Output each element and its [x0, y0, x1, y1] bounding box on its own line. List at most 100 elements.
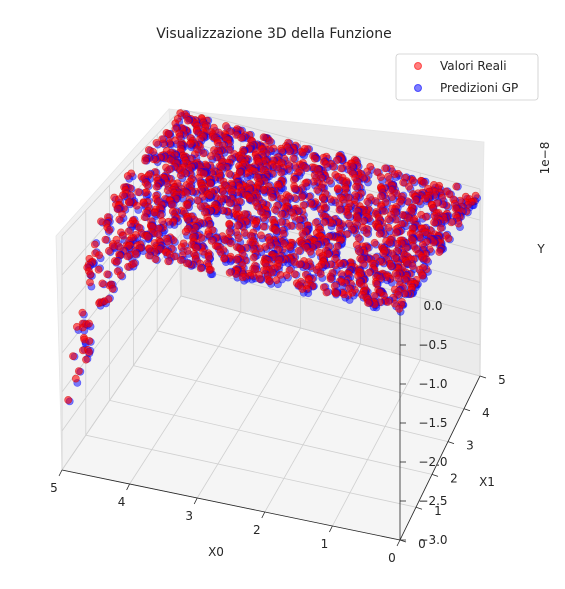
z-tick-label: 0.0: [423, 299, 442, 313]
z-tick-label: −0.5: [418, 338, 447, 352]
point-valori-reali: [168, 200, 177, 209]
point-valori-reali: [196, 264, 205, 273]
x-tick-mark: [58, 469, 63, 477]
point-valori-reali: [238, 273, 247, 282]
point-valori-reali: [145, 251, 153, 260]
point-valori-reali: [95, 251, 104, 260]
point-valori-reali: [332, 289, 340, 298]
point-valori-reali: [306, 247, 315, 256]
point-valori-reali: [276, 270, 285, 279]
legend-marker-gp: [414, 84, 422, 92]
point-valori-reali: [370, 238, 379, 247]
point-valori-reali: [354, 234, 363, 242]
point-valori-reali: [259, 133, 268, 142]
point-valori-reali: [131, 250, 140, 258]
point-valori-reali: [119, 231, 127, 240]
point-valori-reali: [225, 220, 234, 229]
point-valori-reali: [116, 271, 125, 280]
point-valori-reali: [206, 152, 215, 161]
point-valori-reali: [125, 198, 134, 207]
x-tick-label: 5: [50, 481, 58, 495]
grid-line-x: [196, 327, 301, 499]
point-valori-reali: [82, 355, 90, 364]
point-valori-reali: [64, 396, 73, 404]
y-axis-line: [399, 375, 481, 541]
point-valori-reali: [114, 242, 123, 251]
point-valori-reali: [310, 171, 319, 180]
point-valori-reali: [261, 259, 270, 268]
point-valori-reali: [272, 163, 281, 172]
point-valori-reali: [176, 256, 185, 265]
z-tick-label: −1.5: [418, 416, 447, 430]
point-valori-reali: [123, 172, 132, 180]
point-valori-reali: [152, 138, 161, 147]
point-valori-reali: [104, 295, 113, 304]
point-valori-reali: [141, 156, 150, 165]
point-valori-reali: [108, 284, 117, 293]
x-tick-mark: [329, 525, 333, 533]
point-valori-reali: [290, 270, 299, 278]
point-valori-reali: [316, 205, 325, 214]
y-tick-mark: [463, 408, 471, 412]
x-axis-label: X0: [208, 545, 224, 559]
point-valori-reali: [78, 308, 87, 317]
point-valori-reali: [298, 285, 307, 293]
point-valori-reali: [376, 173, 385, 181]
point-valori-reali: [298, 229, 307, 238]
grid-line-z-back: [180, 108, 481, 190]
point-valori-reali: [394, 274, 403, 283]
point-valori-reali: [405, 182, 413, 191]
grid-line-x: [264, 343, 361, 513]
x-axis-line: [61, 469, 401, 541]
point-valori-reali: [115, 215, 124, 224]
point-valori-reali: [326, 274, 335, 283]
point-valori-reali: [295, 260, 304, 269]
y-tick-label: 2: [450, 471, 458, 485]
point-valori-reali: [385, 238, 394, 247]
point-valori-reali: [196, 202, 205, 211]
x-tick-mark: [126, 483, 130, 491]
grid-line-x: [332, 359, 421, 527]
point-valori-reali: [134, 188, 143, 196]
z-offset-label: 1e−8: [538, 142, 552, 175]
point-valori-reali: [444, 234, 453, 243]
point-valori-reali: [399, 178, 408, 187]
point-valori-reali: [295, 222, 304, 231]
grid-line-y: [133, 365, 449, 442]
grid-line-z-left: [61, 295, 182, 471]
point-valori-reali: [170, 252, 179, 261]
point-valori-reali: [313, 186, 322, 194]
point-valori-reali: [183, 201, 192, 210]
legend-box: [395, 53, 539, 101]
point-valori-reali: [225, 169, 234, 178]
point-valori-reali: [390, 170, 399, 178]
point-valori-reali: [290, 184, 299, 193]
point-valori-reali: [265, 277, 274, 286]
legend: Valori Reali Predizioni GP: [395, 53, 539, 101]
y-tick-label: 3: [466, 439, 474, 453]
point-valori-reali: [237, 133, 245, 142]
grid-line-y: [85, 434, 417, 508]
point-valori-reali: [98, 279, 107, 288]
z-tick-label: −3.0: [418, 533, 447, 547]
point-valori-reali: [268, 193, 276, 202]
point-valori-reali: [205, 266, 214, 274]
point-valori-reali: [362, 229, 371, 237]
point-valori-reali: [176, 171, 185, 180]
grid-line-z-left: [61, 108, 182, 237]
point-valori-reali: [445, 190, 454, 199]
point-valori-reali: [435, 248, 444, 256]
point-valori-reali: [265, 136, 274, 145]
point-valori-reali: [272, 226, 281, 235]
point-valori-reali: [183, 259, 191, 268]
point-valori-reali: [381, 164, 390, 173]
point-valori-reali: [126, 220, 135, 228]
point-valori-reali: [86, 278, 94, 287]
point-valori-reali: [71, 374, 80, 383]
grid-line-z-left: [61, 233, 182, 393]
point-valori-reali: [143, 181, 152, 190]
point-valori-reali: [422, 212, 430, 221]
point-valori-reali: [222, 122, 230, 130]
point-valori-reali: [337, 164, 346, 173]
point-valori-reali: [101, 235, 110, 244]
